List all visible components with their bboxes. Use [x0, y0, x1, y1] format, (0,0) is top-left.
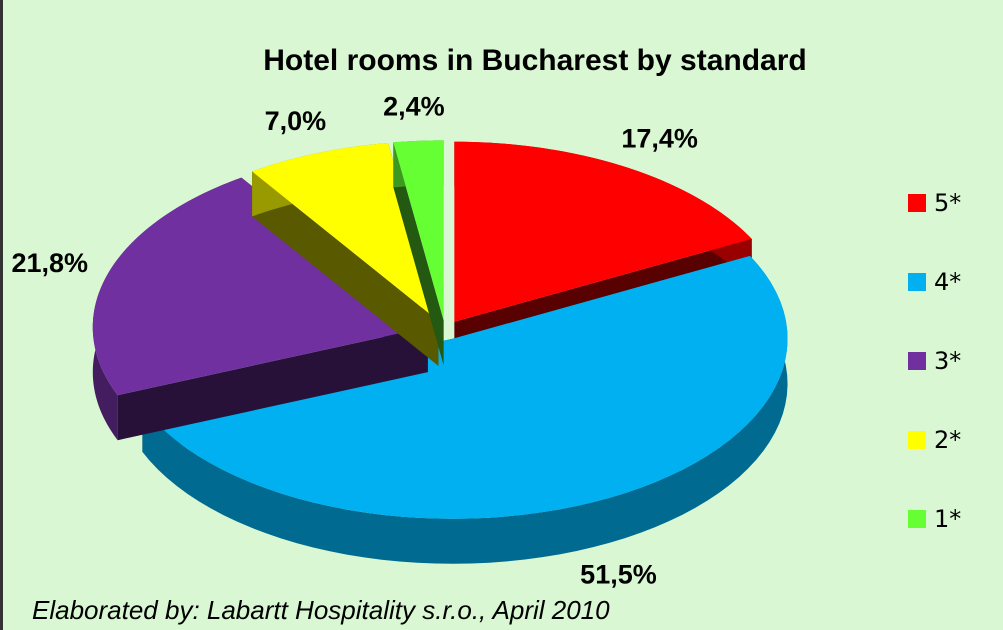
slice	[393, 140, 444, 366]
slice-top	[252, 143, 439, 321]
legend-label: 1*	[934, 505, 961, 533]
source-note: Elaborated by: Labartt Hospitality s.r.o…	[32, 595, 610, 625]
slice-wall	[117, 327, 428, 441]
value-label: 21,8%	[11, 248, 88, 278]
slice-top	[454, 141, 752, 322]
legend-swatch	[908, 273, 926, 291]
value-label: 51,5%	[580, 560, 657, 590]
legend-swatch	[908, 431, 926, 449]
legend-label: 2*	[934, 426, 961, 454]
legend-label: 3*	[934, 347, 961, 375]
legend-label: 5*	[934, 189, 961, 217]
slice-wall	[252, 171, 439, 366]
legend-swatch	[908, 510, 926, 528]
value-label: 7,0%	[265, 106, 327, 136]
value-label: 2,4%	[383, 92, 445, 122]
legend-swatch	[908, 194, 926, 212]
value-label: 17,4%	[621, 123, 698, 153]
slice-top	[142, 255, 788, 519]
legend-label: 4*	[934, 268, 961, 296]
chart-title: Hotel rooms in Bucharest by standard	[263, 44, 806, 77]
slice-top	[92, 177, 428, 396]
slice-top	[393, 140, 444, 321]
legend-swatch	[908, 352, 926, 370]
slice-wall	[393, 142, 444, 366]
